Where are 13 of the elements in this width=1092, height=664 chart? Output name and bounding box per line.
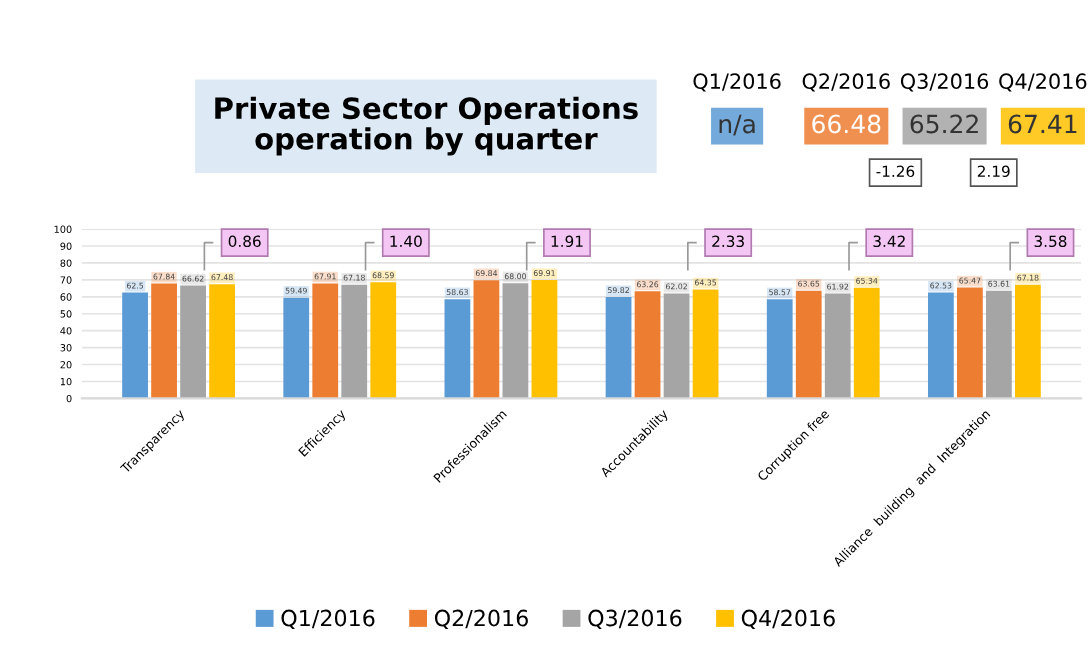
legend-label: Q1/2016 [281,609,375,629]
text: 67.41 [1008,114,1077,134]
chart-title: Private Sector Operations operation by quarter [215,96,638,156]
text: Q3/2016 [900,73,989,92]
legend-label: Q4/2016 [741,609,835,629]
text: Q4/2016 [999,73,1087,92]
text: n/a [719,114,755,136]
text: 66.48 [812,114,881,134]
text: 65.22 [910,114,978,134]
legend-label: Q2/2016 [434,609,528,629]
legend-label: Q3/2016 [588,609,682,629]
text: Q1/2016 [693,73,781,92]
text: Q2/2016 [802,73,890,92]
